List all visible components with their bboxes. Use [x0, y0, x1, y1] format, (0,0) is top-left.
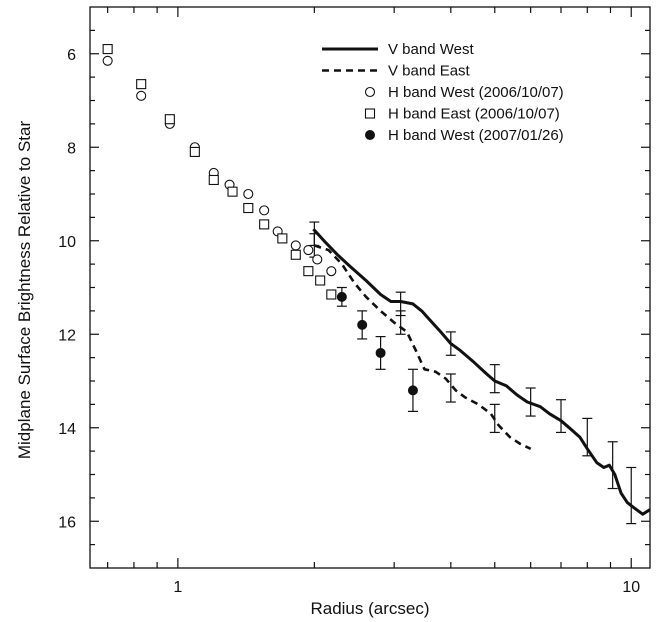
- legend-filled-circle-symbol: [366, 131, 375, 140]
- h-west-2006-point: [327, 267, 336, 276]
- y-tick-label: 6: [67, 47, 76, 64]
- h-east-2006-point: [137, 80, 146, 89]
- h-east-2006-point: [103, 45, 112, 54]
- h-west-2006-point: [137, 91, 146, 100]
- y-tick-label: 16: [58, 514, 76, 531]
- legend-open-square-symbol: [366, 109, 375, 118]
- h-west-2007-point: [376, 348, 385, 357]
- legend-label: H band West (2006/10/07): [388, 84, 564, 101]
- legend-open-circle-symbol: [366, 88, 375, 97]
- legend-label: H band West (2007/01/26): [388, 127, 564, 144]
- y-tick-label: 10: [58, 234, 76, 251]
- x-axis-title: Radius (arcsec): [310, 599, 429, 618]
- y-tick-label: 8: [67, 140, 76, 157]
- h-west-2006-point: [244, 190, 253, 199]
- h-east-2006-point: [316, 276, 325, 285]
- h-west-2006-point: [313, 255, 322, 264]
- h-east-2006-point: [291, 250, 300, 259]
- h-east-2006-point: [209, 175, 218, 184]
- h-west-2006-point: [304, 246, 313, 255]
- h-east-2006-point: [165, 115, 174, 124]
- h-east-2006-point: [228, 187, 237, 196]
- h-west-2006-point: [103, 56, 112, 65]
- x-tick-label: 10: [622, 579, 640, 596]
- legend-label: H band East (2006/10/07): [388, 106, 560, 123]
- h-east-2006-point: [278, 234, 287, 243]
- h-west-2006-point: [260, 206, 269, 215]
- y-axis-title: Midplane Surface Brightness Relative to …: [15, 121, 34, 460]
- h-west-2007-point: [358, 320, 367, 329]
- h-east-2006-point: [244, 204, 253, 213]
- y-tick-label: 14: [58, 421, 76, 438]
- h-west-2007-point: [337, 292, 346, 301]
- legend-label: V band East: [388, 63, 471, 80]
- legend-label: V band West: [388, 41, 474, 58]
- y-tick-label: 12: [58, 327, 76, 344]
- h-west-2006-point: [291, 241, 300, 250]
- h-west-2007-point: [408, 386, 417, 395]
- x-tick-label: 1: [173, 579, 182, 596]
- h-east-2006-point: [190, 147, 199, 156]
- h-east-2006-point: [260, 220, 269, 229]
- h-east-2006-point: [327, 290, 336, 299]
- h-east-2006-point: [304, 267, 313, 276]
